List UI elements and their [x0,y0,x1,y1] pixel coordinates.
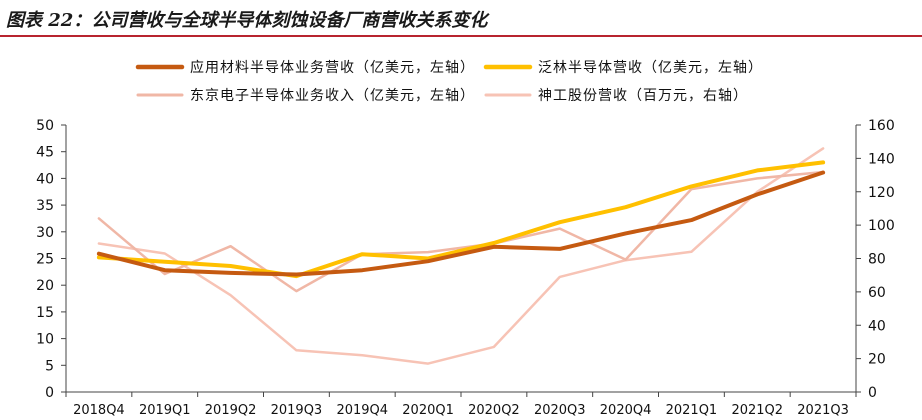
legend-label: 神工股份营收（百万元，右轴） [538,88,748,104]
x-tick-label: 2021Q2 [731,403,783,418]
legend-label: 泛林半导体营收（亿美元，左轴） [538,60,763,76]
y-right-tick-label: 40 [868,318,886,334]
y-right-tick-label: 80 [868,252,886,268]
y-left-tick-label: 35 [36,198,54,214]
y-right-tick-label: 160 [868,118,895,134]
chart-title: 图表 22：公司营收与全球半导体刻蚀设备厂商营收关系变化 [6,10,488,31]
x-tick-label: 2019Q2 [205,403,257,418]
x-tick-label: 2018Q4 [73,403,125,418]
series-lines [96,147,826,365]
legend-label: 东京电子半导体业务收入（亿美元，左轴） [190,88,475,104]
y-left-tick-label: 10 [36,332,54,348]
x-tick-label: 2019Q4 [336,403,388,418]
y-left-tick-label: 40 [36,171,54,187]
legend-label: 应用材料半导体业务营收（亿美元，左轴） [190,59,475,76]
y-right-tick-label: 60 [868,285,886,301]
series-line [96,170,826,277]
y-left-tick-label: 15 [36,305,54,321]
y-left-tick-label: 0 [45,385,54,401]
y-left-tick-label: 30 [36,225,54,241]
x-tick-label: 2021Q3 [797,403,849,418]
axes: 0 5 10 15 20 25 30 35 40 45 50 0 20 40 60 80 100 120 140 16… [36,118,895,418]
y-right-tick-label: 0 [868,385,877,401]
y-left-tick-label: 20 [36,278,54,294]
x-tick-label: 2020Q1 [402,403,454,418]
x-tick-label: 2021Q1 [666,403,718,418]
y-right-tick-label: 120 [868,185,895,201]
x-tick-label: 2020Q2 [468,403,520,418]
x-tick-label: 2020Q3 [534,403,586,418]
y-left-tick-label: 5 [45,358,54,374]
x-tick-label: 2019Q3 [271,403,323,418]
x-tick-label: 2019Q1 [139,403,191,418]
series-line [97,170,825,293]
series-line [97,147,825,365]
y-left-tick-label: 25 [36,252,54,268]
y-right-tick-label: 140 [868,151,895,167]
legend: 应用材料半导体业务营收（亿美元，左轴） 泛林半导体营收（亿美元，左轴） 东京电子半导… [135,59,763,104]
y-left-tick-label: 45 [36,145,54,161]
y-right-tick-label: 100 [868,218,895,234]
title-divider [0,35,922,37]
x-tick-label: 2020Q4 [600,403,652,418]
series-line [96,160,826,279]
y-left-tick-label: 50 [36,118,54,134]
y-right-tick-label: 20 [868,352,886,368]
